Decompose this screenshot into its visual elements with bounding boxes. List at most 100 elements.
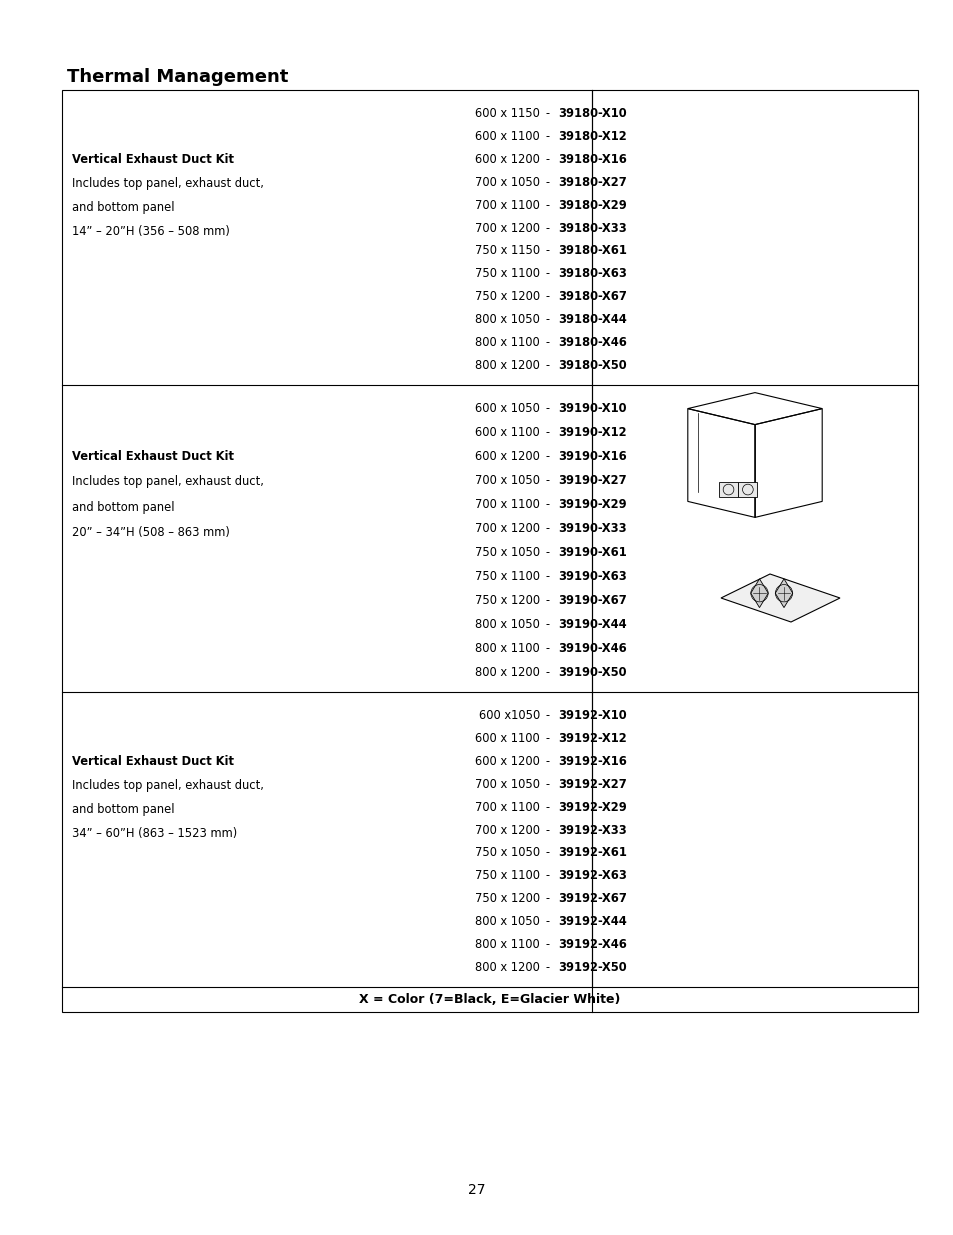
Text: 39192-X50: 39192-X50 <box>558 961 626 974</box>
Text: -: - <box>545 403 550 415</box>
Text: 39190-X27: 39190-X27 <box>558 474 626 488</box>
Text: -: - <box>545 666 550 678</box>
Text: Vertical Exhaust Duct Kit: Vertical Exhaust Duct Kit <box>71 451 233 463</box>
Text: and bottom panel: and bottom panel <box>71 500 174 514</box>
Text: 750 x 1200: 750 x 1200 <box>475 594 539 606</box>
Text: 39192-X46: 39192-X46 <box>558 939 626 951</box>
Text: 800 x 1050: 800 x 1050 <box>475 314 539 326</box>
Text: 600 x1050: 600 x1050 <box>478 709 539 722</box>
Text: 800 x 1100: 800 x 1100 <box>475 336 539 350</box>
Text: 39180-X63: 39180-X63 <box>558 267 626 280</box>
Text: -: - <box>545 778 550 790</box>
Text: 600 x 1100: 600 x 1100 <box>475 732 539 745</box>
Text: 39180-X61: 39180-X61 <box>558 245 626 257</box>
Text: 39180-X12: 39180-X12 <box>558 130 626 143</box>
Text: and bottom panel: and bottom panel <box>71 803 174 816</box>
Text: -: - <box>545 290 550 304</box>
Text: 700 x 1100: 700 x 1100 <box>475 800 539 814</box>
Text: Vertical Exhaust Duct Kit: Vertical Exhaust Duct Kit <box>71 153 233 165</box>
Text: -: - <box>545 175 550 189</box>
Text: 39180-X10: 39180-X10 <box>558 107 626 120</box>
Text: 600 x 1050: 600 x 1050 <box>475 403 539 415</box>
Text: 700 x 1100: 700 x 1100 <box>475 498 539 511</box>
Text: -: - <box>545 546 550 559</box>
Text: 27: 27 <box>468 1183 485 1197</box>
Text: 700 x 1050: 700 x 1050 <box>475 474 539 488</box>
Text: 800 x 1200: 800 x 1200 <box>475 359 539 372</box>
Text: -: - <box>545 569 550 583</box>
Text: 39180-X16: 39180-X16 <box>558 153 626 165</box>
Text: 700 x 1200: 700 x 1200 <box>475 522 539 535</box>
Text: 750 x 1050: 750 x 1050 <box>475 546 539 559</box>
Text: -: - <box>545 130 550 143</box>
Text: 39190-X12: 39190-X12 <box>558 426 626 440</box>
Text: Vertical Exhaust Duct Kit: Vertical Exhaust Duct Kit <box>71 755 233 768</box>
Text: Includes top panel, exhaust duct,: Includes top panel, exhaust duct, <box>71 177 264 190</box>
Text: -: - <box>545 359 550 372</box>
Text: 39192-X27: 39192-X27 <box>558 778 626 790</box>
Text: 800 x 1200: 800 x 1200 <box>475 961 539 974</box>
Text: 750 x 1100: 750 x 1100 <box>475 869 539 882</box>
Text: 39180-X67: 39180-X67 <box>558 290 626 304</box>
Text: 39190-X50: 39190-X50 <box>558 666 626 678</box>
Text: -: - <box>545 915 550 929</box>
Text: 39192-X33: 39192-X33 <box>558 824 626 836</box>
Text: 39192-X10: 39192-X10 <box>558 709 626 722</box>
Text: -: - <box>545 961 550 974</box>
Text: 600 x 1100: 600 x 1100 <box>475 130 539 143</box>
Text: 750 x 1200: 750 x 1200 <box>475 290 539 304</box>
Text: -: - <box>545 474 550 488</box>
Text: Thermal Management: Thermal Management <box>67 68 288 86</box>
Bar <box>62 90 917 1011</box>
Text: 39190-X61: 39190-X61 <box>558 546 626 559</box>
Text: 700 x 1100: 700 x 1100 <box>475 199 539 211</box>
Text: -: - <box>545 199 550 211</box>
Text: 800 x 1100: 800 x 1100 <box>475 642 539 655</box>
Text: -: - <box>545 618 550 631</box>
Text: 39192-X63: 39192-X63 <box>558 869 626 882</box>
Text: -: - <box>545 709 550 722</box>
Text: 39192-X67: 39192-X67 <box>558 893 626 905</box>
Text: 39190-X44: 39190-X44 <box>558 618 626 631</box>
Text: -: - <box>545 846 550 860</box>
Polygon shape <box>750 579 767 608</box>
Text: X = Color (7=Black, E=Glacier White): X = Color (7=Black, E=Glacier White) <box>359 993 620 1007</box>
Text: 600 x 1200: 600 x 1200 <box>475 451 539 463</box>
Text: -: - <box>545 153 550 165</box>
Text: 750 x 1100: 750 x 1100 <box>475 267 539 280</box>
Text: 39180-X44: 39180-X44 <box>558 314 626 326</box>
Polygon shape <box>775 579 792 608</box>
Text: -: - <box>545 498 550 511</box>
Text: 20” – 34”H (508 – 863 mm): 20” – 34”H (508 – 863 mm) <box>71 526 230 538</box>
Text: 39180-X46: 39180-X46 <box>558 336 626 350</box>
Text: -: - <box>545 107 550 120</box>
Text: 39192-X12: 39192-X12 <box>558 732 626 745</box>
Text: and bottom panel: and bottom panel <box>71 201 174 214</box>
Text: 39192-X61: 39192-X61 <box>558 846 626 860</box>
Text: 600 x 1200: 600 x 1200 <box>475 153 539 165</box>
Text: -: - <box>545 314 550 326</box>
Polygon shape <box>720 574 840 622</box>
Text: -: - <box>545 732 550 745</box>
Text: 700 x 1200: 700 x 1200 <box>475 824 539 836</box>
Text: 39190-X10: 39190-X10 <box>558 403 626 415</box>
Text: 700 x 1050: 700 x 1050 <box>475 778 539 790</box>
Text: 14” – 20”H (356 – 508 mm): 14” – 20”H (356 – 508 mm) <box>71 225 230 238</box>
Text: -: - <box>545 800 550 814</box>
Text: 39180-X27: 39180-X27 <box>558 175 626 189</box>
Text: 39190-X67: 39190-X67 <box>558 594 626 606</box>
Bar <box>719 482 738 496</box>
Text: 800 x 1050: 800 x 1050 <box>475 618 539 631</box>
Text: -: - <box>545 221 550 235</box>
Text: -: - <box>545 451 550 463</box>
Text: -: - <box>545 522 550 535</box>
Text: 700 x 1200: 700 x 1200 <box>475 221 539 235</box>
Text: -: - <box>545 893 550 905</box>
Text: 800 x 1050: 800 x 1050 <box>475 915 539 929</box>
Text: -: - <box>545 824 550 836</box>
Text: 39190-X16: 39190-X16 <box>558 451 626 463</box>
Text: -: - <box>545 594 550 606</box>
Text: -: - <box>545 336 550 350</box>
Text: Includes top panel, exhaust duct,: Includes top panel, exhaust duct, <box>71 475 264 488</box>
Text: 39180-X50: 39180-X50 <box>558 359 626 372</box>
